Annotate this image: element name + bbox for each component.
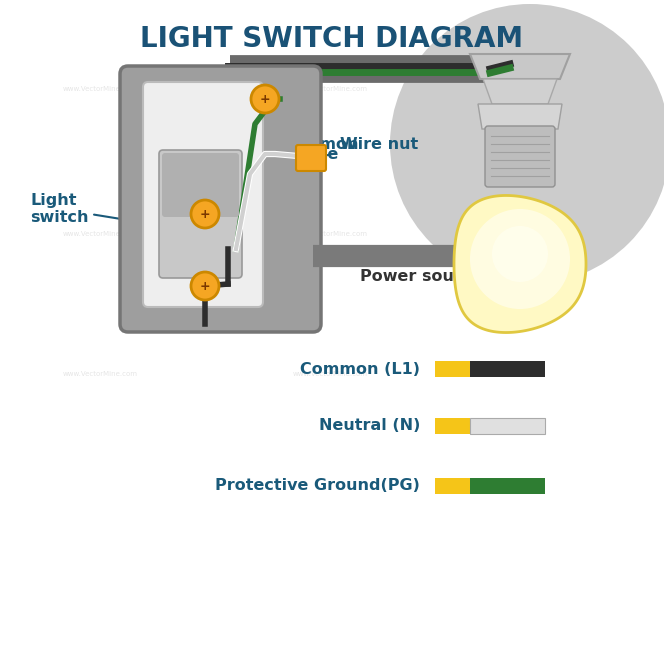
Bar	[435, 478, 470, 494]
Text: Common: Common	[235, 137, 359, 165]
Text: www.VectorMine.com: www.VectorMine.com	[62, 86, 137, 92]
Text: Light
switch: Light switch	[30, 193, 147, 225]
Circle shape	[470, 209, 570, 309]
Text: +: +	[260, 92, 270, 106]
Circle shape	[191, 272, 219, 300]
Bar	[435, 361, 470, 377]
Bar	[470, 361, 545, 377]
Text: +: +	[200, 207, 210, 220]
Text: Power source: Power source	[360, 268, 482, 284]
Text: www.VectorMine.com: www.VectorMine.com	[293, 231, 367, 237]
Text: Cable: Cable	[235, 147, 339, 175]
FancyBboxPatch shape	[120, 66, 321, 332]
FancyBboxPatch shape	[159, 150, 242, 278]
Text: www.VectorMine.com: www.VectorMine.com	[62, 371, 137, 377]
Text: Wire nut: Wire nut	[305, 137, 418, 162]
Text: www.VectorMine.com: www.VectorMine.com	[62, 231, 137, 237]
Text: Neutral (N): Neutral (N)	[319, 418, 420, 434]
Bar	[470, 418, 545, 434]
Polygon shape	[470, 54, 570, 79]
Text: Protective Ground(PG): Protective Ground(PG)	[215, 479, 420, 493]
Text: +: +	[200, 280, 210, 293]
Text: LIGHT SWITCH DIAGRAM: LIGHT SWITCH DIAGRAM	[141, 25, 523, 53]
Text: www.VectorMine.com: www.VectorMine.com	[293, 86, 367, 92]
Circle shape	[191, 200, 219, 228]
Circle shape	[390, 4, 664, 284]
Text: www.VectorMine.com: www.VectorMine.com	[293, 371, 367, 377]
FancyBboxPatch shape	[485, 126, 555, 187]
FancyBboxPatch shape	[143, 82, 263, 307]
Circle shape	[492, 226, 548, 282]
FancyBboxPatch shape	[296, 145, 326, 171]
Bar	[470, 478, 545, 494]
Bar	[435, 418, 470, 434]
Text: Common (L1): Common (L1)	[300, 361, 420, 376]
Text: www.VectorMine.com: www.VectorMine.com	[533, 231, 608, 237]
Circle shape	[251, 85, 279, 113]
Text: www.VectorMine.com: www.VectorMine.com	[533, 86, 608, 92]
Polygon shape	[454, 195, 586, 333]
Polygon shape	[483, 79, 557, 104]
FancyBboxPatch shape	[162, 153, 239, 217]
Polygon shape	[478, 104, 562, 129]
